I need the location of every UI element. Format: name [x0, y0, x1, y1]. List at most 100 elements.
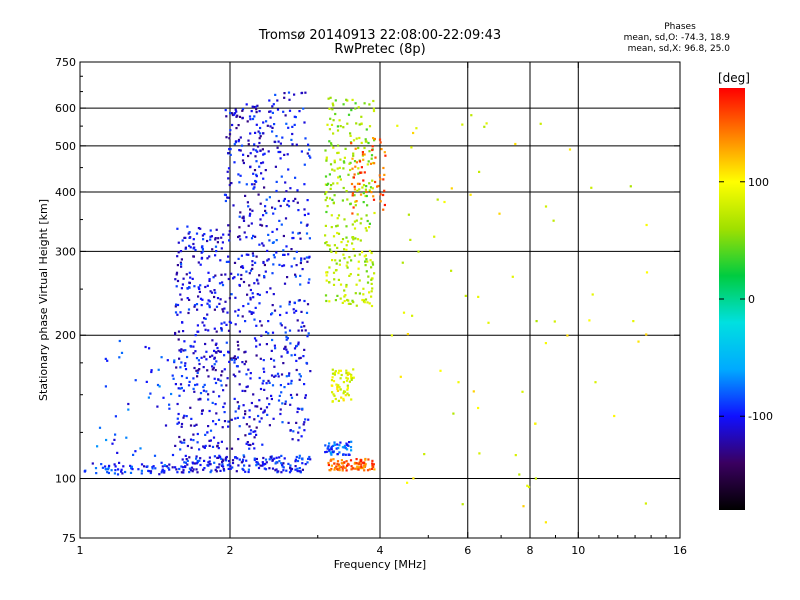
data-point	[116, 451, 119, 454]
data-point	[284, 217, 288, 220]
data-point	[328, 140, 331, 143]
data-point	[347, 173, 350, 176]
data-point	[303, 429, 306, 432]
data-point	[215, 360, 218, 363]
data-point	[272, 359, 276, 362]
data-point	[244, 434, 247, 437]
data-point	[266, 249, 269, 252]
data-point	[253, 318, 256, 321]
data-point	[215, 305, 219, 308]
data-point	[358, 253, 361, 256]
data-point	[216, 444, 219, 447]
data-point	[358, 292, 361, 295]
data-point	[190, 446, 193, 449]
data-point	[351, 167, 354, 170]
data-point	[364, 463, 367, 466]
data-point	[352, 467, 355, 470]
data-point	[293, 115, 296, 118]
data-point	[270, 349, 273, 352]
data-point	[346, 392, 349, 395]
data-point	[176, 255, 179, 258]
data-point	[366, 219, 369, 223]
data-point	[399, 375, 402, 378]
data-point	[271, 467, 275, 470]
data-point	[325, 299, 328, 303]
data-point	[255, 354, 258, 357]
data-point	[360, 463, 363, 466]
data-point	[201, 250, 205, 253]
data-point	[175, 285, 178, 288]
data-point	[298, 407, 301, 410]
data-point	[289, 464, 292, 467]
data-point	[372, 195, 375, 198]
data-point	[168, 463, 171, 466]
data-point	[192, 433, 195, 436]
data-point	[337, 399, 340, 402]
data-point	[329, 452, 332, 455]
data-point	[288, 98, 291, 101]
data-point	[363, 301, 366, 304]
data-point	[259, 387, 263, 391]
data-point	[118, 356, 121, 359]
data-point	[336, 453, 339, 456]
data-point	[292, 430, 295, 433]
data-point	[341, 467, 344, 470]
data-point	[328, 266, 331, 269]
data-point	[329, 469, 332, 472]
data-point	[98, 426, 102, 429]
data-point	[332, 202, 335, 205]
data-point	[245, 270, 248, 273]
data-point	[328, 173, 331, 176]
data-point	[177, 330, 181, 333]
data-point	[350, 375, 353, 378]
data-point	[193, 246, 196, 249]
data-point	[193, 366, 196, 370]
data-point	[241, 467, 244, 470]
data-point	[352, 376, 355, 379]
data-point	[177, 387, 180, 390]
data-point	[177, 338, 180, 341]
data-point	[222, 465, 225, 468]
data-point	[184, 362, 187, 365]
data-point	[238, 425, 241, 428]
data-point	[174, 311, 178, 314]
data-point	[277, 399, 281, 402]
data-point	[282, 264, 286, 267]
data-point	[244, 360, 248, 363]
data-point	[255, 255, 258, 258]
data-point	[175, 468, 178, 471]
data-point	[343, 295, 346, 298]
data-point	[298, 110, 301, 113]
data-point	[176, 313, 179, 316]
data-point	[180, 441, 183, 444]
data-point	[255, 111, 258, 114]
data-point	[227, 329, 231, 332]
data-point	[258, 110, 261, 113]
data-point	[364, 194, 367, 198]
colorbar-tick-label: 0	[748, 293, 755, 306]
data-point	[268, 239, 271, 242]
data-point	[240, 277, 243, 281]
data-point	[253, 186, 256, 189]
data-point	[183, 438, 186, 441]
data-point	[183, 461, 186, 464]
data-point	[246, 201, 249, 204]
data-point	[248, 464, 251, 467]
data-point	[176, 471, 179, 474]
data-point	[221, 281, 224, 284]
data-point	[278, 456, 281, 459]
data-point	[365, 229, 368, 232]
data-point	[253, 418, 256, 421]
data-point	[345, 98, 348, 101]
data-point	[134, 379, 137, 382]
data-point	[345, 379, 349, 382]
data-point	[275, 461, 278, 464]
data-point	[256, 405, 259, 408]
data-point	[237, 257, 240, 260]
data-point	[189, 469, 192, 472]
data-point	[279, 384, 282, 387]
data-point	[196, 383, 199, 386]
data-point	[303, 383, 306, 386]
data-point	[338, 451, 341, 454]
data-point	[349, 446, 353, 449]
